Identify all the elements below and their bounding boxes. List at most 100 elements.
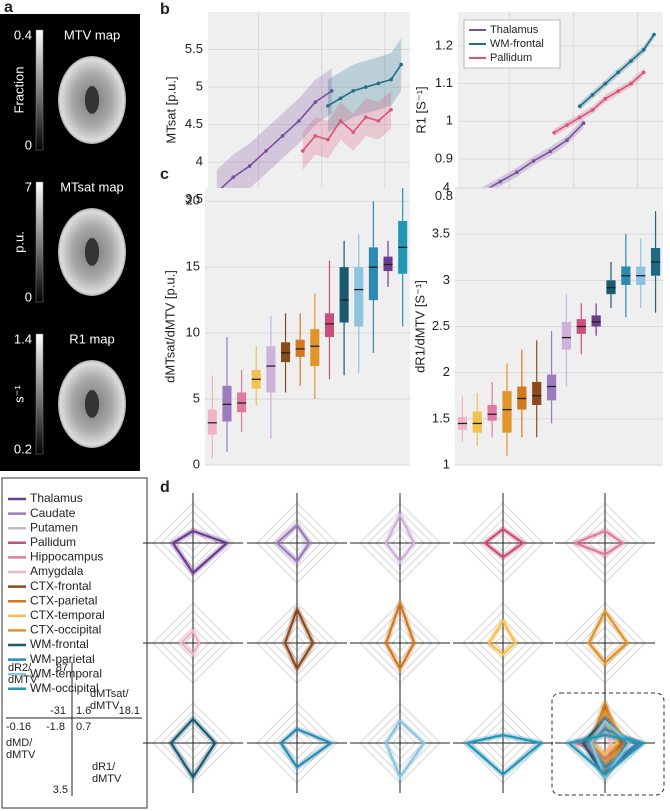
key-axis-label: dMTV	[90, 700, 120, 712]
box	[280, 342, 291, 363]
data-point	[590, 93, 595, 97]
data-point	[364, 115, 368, 119]
fit-line	[553, 71, 645, 134]
brain-ventricle	[85, 86, 99, 114]
y-tick-label: 3.5	[432, 226, 450, 241]
legend-label: Amygdala	[30, 564, 84, 578]
box	[324, 313, 335, 338]
data-point	[616, 70, 620, 75]
data-point	[629, 59, 633, 63]
radar-shape	[384, 601, 416, 670]
y-tick-label: 3.5	[185, 191, 203, 206]
box	[310, 329, 320, 367]
data-point	[652, 32, 656, 37]
y-tick-label: 20	[186, 193, 200, 208]
colorbar	[35, 333, 44, 455]
box	[383, 256, 393, 272]
radar-shape	[587, 710, 629, 765]
colorbar-max: 1.4	[14, 331, 32, 346]
colorbar-max: 7	[25, 179, 32, 194]
box	[295, 339, 305, 357]
data-point	[531, 159, 536, 163]
data-point	[515, 170, 519, 174]
boxes	[207, 188, 408, 459]
data-point	[389, 77, 393, 82]
y-tick-label: 10	[186, 325, 200, 340]
legend-label: CTX-parietal	[30, 593, 97, 607]
key-axis-label: dMTsat/	[90, 688, 129, 700]
radar-shape	[169, 717, 217, 779]
y-tick-label: 1	[446, 113, 453, 128]
data-point	[498, 179, 503, 184]
brain-ventricle	[85, 238, 99, 266]
panel-label: c	[160, 166, 169, 183]
data-point	[577, 115, 582, 120]
radar-shape	[573, 529, 625, 556]
legend-label: CTX-temporal	[30, 608, 105, 622]
confidence-band	[327, 38, 402, 133]
box	[207, 409, 217, 435]
legend-label: WM-frontal	[30, 637, 89, 651]
brain-ventricle	[85, 390, 99, 418]
colorbar-unit: s⁻¹	[11, 384, 26, 402]
data-point	[590, 108, 595, 112]
y-tick-label: 4	[443, 179, 450, 194]
data-point	[603, 81, 608, 86]
y-tick-label: 1.5	[432, 410, 450, 425]
data-point	[603, 96, 608, 101]
y-tick-label: 5	[196, 79, 203, 94]
data-point	[641, 70, 646, 75]
colorbar-max: 0.4	[14, 27, 32, 42]
colorbar-min: 0	[25, 289, 32, 304]
key-axis-label: dR2/	[8, 662, 32, 674]
data-point	[297, 119, 301, 123]
data-point	[376, 81, 381, 86]
colorbar-unit: p.u.	[11, 231, 26, 253]
key-value: 1.6	[76, 705, 91, 717]
data-point	[280, 134, 285, 138]
key-value: 3.5	[53, 784, 68, 796]
colorbar-unit: Fraction	[11, 67, 26, 114]
data-point	[577, 104, 582, 109]
colorbar-min: 0.2	[14, 441, 32, 456]
box	[561, 321, 572, 350]
data-point	[399, 62, 403, 67]
box	[339, 267, 349, 323]
data-point	[313, 100, 318, 104]
key-axis-label: dMTV	[92, 773, 122, 785]
legend-label: CTX-frontal	[30, 579, 91, 593]
y-axis-label: R1 [S⁻¹]	[413, 86, 428, 133]
box	[487, 404, 497, 421]
data-point	[247, 164, 252, 168]
data-point	[629, 81, 633, 86]
box	[532, 381, 542, 405]
y-tick-label: 2.5	[432, 318, 450, 333]
fit-line	[302, 109, 392, 152]
data-point	[616, 89, 620, 93]
key-axis-label: dMTV	[8, 674, 38, 686]
y-tick-label: 0.9	[435, 150, 453, 165]
data-point	[565, 123, 569, 127]
panel-label: a	[4, 0, 13, 16]
data-point	[231, 175, 236, 180]
legend-label: Pallidum	[30, 535, 76, 549]
y-axis-label: dR1/dMTV [S⁻¹]	[412, 280, 427, 373]
legend-label: Hippocampus	[30, 550, 103, 564]
radar-shape	[384, 719, 426, 779]
data-point	[376, 119, 381, 123]
data-point	[264, 149, 268, 153]
confidence-band	[302, 90, 392, 170]
map-title: MTsat map	[60, 179, 124, 194]
fit-line	[216, 90, 333, 193]
y-axis-label: dMTsat/dMTV [p.u.]	[162, 270, 177, 383]
data-point	[351, 89, 355, 93]
colorbar-min: 0	[25, 137, 32, 152]
data-point	[326, 104, 330, 108]
data-point	[326, 137, 330, 142]
combined-box	[551, 692, 665, 796]
radar-shape	[179, 629, 201, 656]
y-tick-label: 1	[443, 456, 450, 471]
y-tick-label: 5.5	[185, 41, 203, 56]
legend-label: Thalamus	[30, 491, 83, 505]
